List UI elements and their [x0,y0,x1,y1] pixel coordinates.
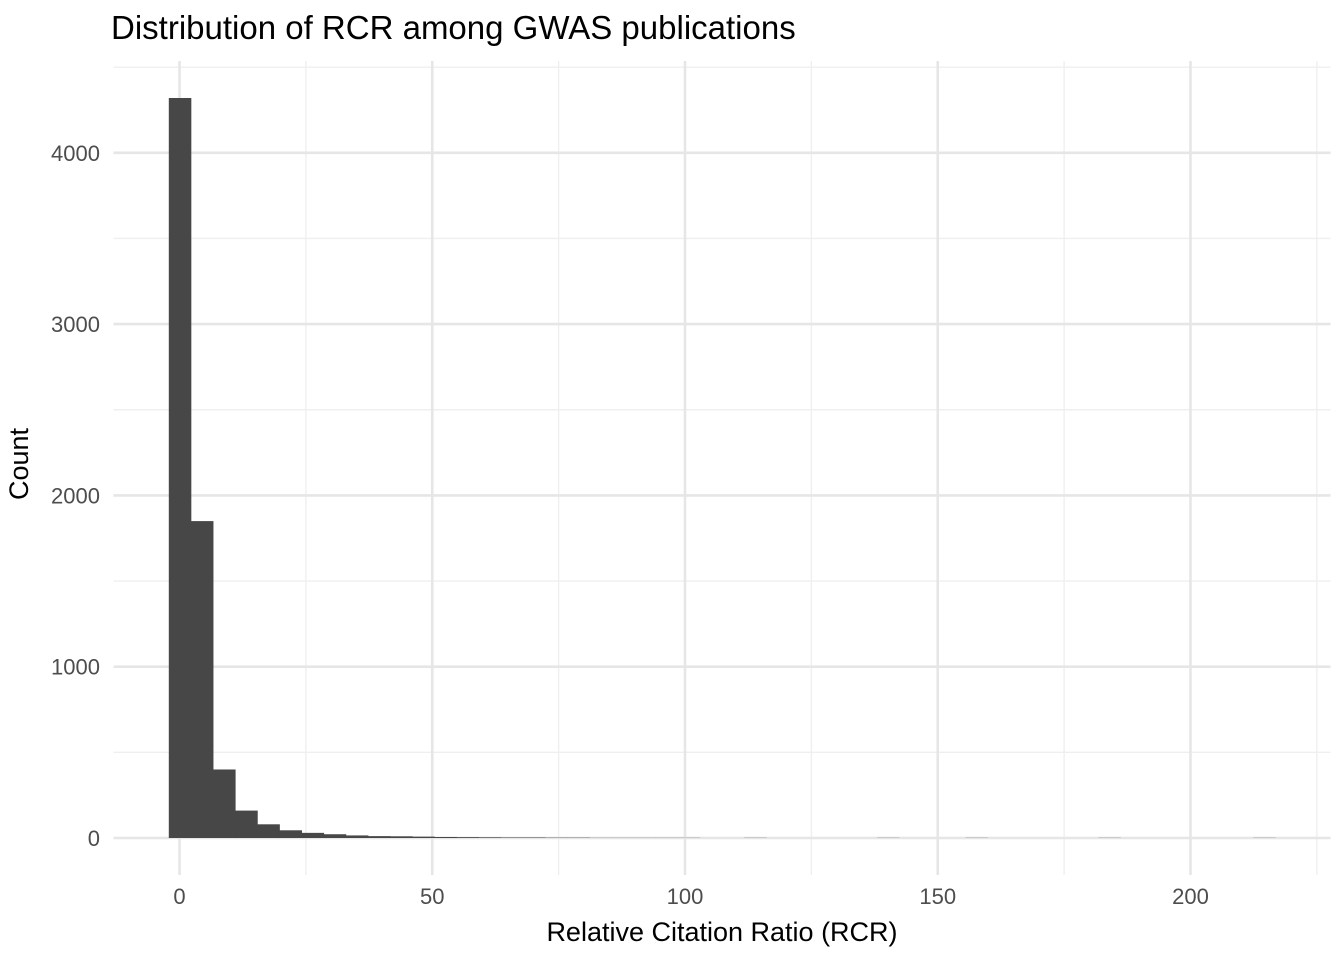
x-tick-label: 50 [420,884,444,909]
y-tick-label: 1000 [51,655,100,680]
x-axis-tick-labels: 0 50 100 150 200 [173,884,1208,909]
histogram-bar [213,769,236,838]
histogram-bars [169,98,1276,838]
histogram-bar [346,835,369,838]
histogram-bar [235,811,258,838]
histogram-bar [257,824,280,838]
histogram-bar [191,521,214,838]
histogram-bar [501,837,524,838]
y-tick-label: 0 [88,826,100,851]
y-axis-tick-labels: 0 1000 2000 3000 4000 [51,141,100,851]
y-tick-label: 3000 [51,312,100,337]
histogram-bar [324,834,347,838]
histogram-bar [523,837,546,838]
histogram-bar [412,837,435,838]
histogram-bar [479,837,502,838]
y-axis-label: Count [4,427,34,500]
y-tick-label: 4000 [51,141,100,166]
histogram-bar [302,833,325,838]
y-tick-label: 2000 [51,483,100,508]
chart-title: Distribution of RCR among GWAS publicati… [111,9,796,46]
histogram-bar [456,837,479,838]
x-tick-label: 150 [919,884,956,909]
histogram-bar [390,836,413,838]
x-tick-label: 0 [173,884,185,909]
x-tick-label: 100 [667,884,704,909]
histogram-bar [169,98,192,838]
x-tick-label: 200 [1172,884,1209,909]
x-axis-label: Relative Citation Ratio (RCR) [546,917,897,947]
histogram-bar [279,830,302,838]
histogram-bar [434,837,457,838]
gridlines-minor [114,61,1331,875]
histogram-bar [368,836,391,838]
